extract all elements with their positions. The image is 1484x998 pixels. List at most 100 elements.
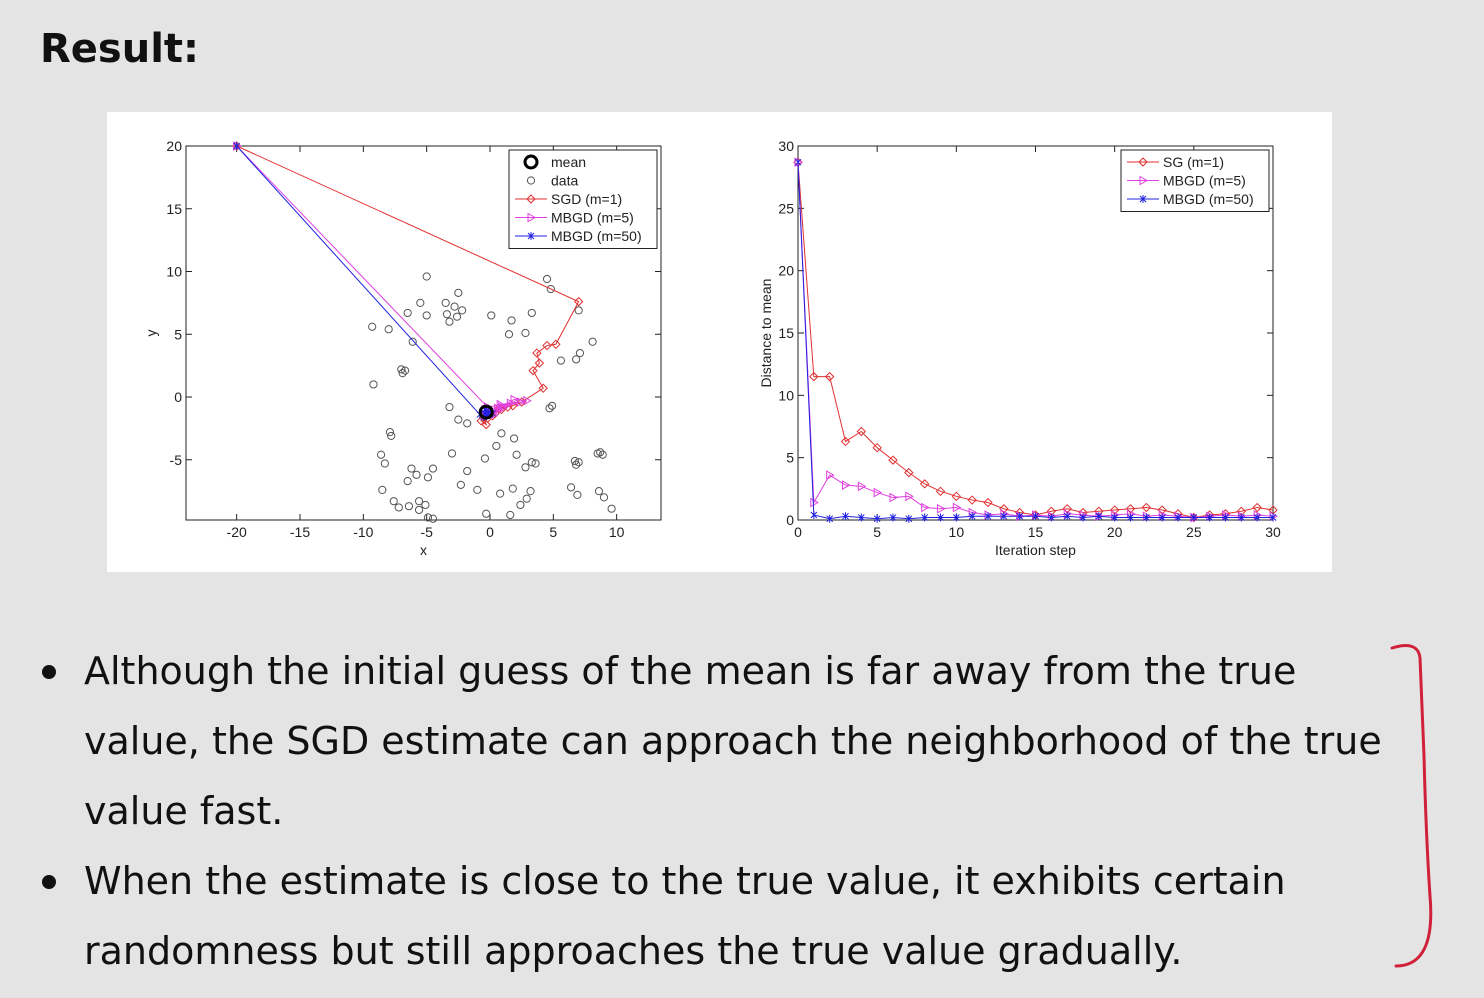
- data-point: [454, 288, 463, 297]
- series-marker: [873, 514, 881, 523]
- series-marker: [1079, 513, 1087, 522]
- series-marker: [532, 348, 542, 358]
- x-tick-label: -20: [227, 524, 247, 540]
- data-point: [408, 337, 417, 346]
- plot-right: 0 5 10 15 20 25 30 0 5 10 15 20 25 30 Iteration step Di…: [758, 138, 1281, 558]
- data-point: [512, 450, 521, 459]
- data-point: [376, 450, 386, 459]
- legend-marker: [526, 176, 536, 185]
- series-marker: [810, 497, 819, 508]
- series-layer: [231, 141, 616, 523]
- bullet-list: Although the initial guess of the mean i…: [40, 636, 1420, 986]
- series-marker: [1237, 513, 1245, 522]
- legend-label: MBGD (m=50): [1163, 191, 1254, 207]
- legend-marker: [1139, 175, 1149, 186]
- legend: SG (m=1) MBGD (m=5) MBGD (m=50): [1120, 149, 1270, 212]
- y-tick-label: 5: [786, 450, 794, 466]
- x-tick-label: 10: [609, 524, 625, 540]
- bracket-stroke: [1390, 644, 1433, 968]
- data-point: [598, 450, 607, 459]
- slide-title: Result:: [40, 26, 200, 72]
- series-marker: [1127, 513, 1134, 522]
- data-point: [509, 434, 519, 443]
- series-marker: [904, 467, 914, 478]
- series-marker: [937, 503, 946, 514]
- data-point: [447, 449, 457, 458]
- bullet-text: When the estimate is close to the true v…: [84, 859, 1286, 973]
- series-marker: [937, 513, 944, 522]
- series-marker: [496, 399, 506, 410]
- series-marker: [921, 502, 930, 513]
- series-marker: [523, 395, 532, 406]
- data-point: [527, 458, 536, 467]
- data-point: [456, 480, 465, 489]
- series-marker: [233, 142, 241, 150]
- data-point: [507, 316, 516, 325]
- data-point: [394, 503, 403, 512]
- legend-label: SGD (m=1): [551, 191, 622, 207]
- y-tick-label: 20: [166, 138, 182, 154]
- y-tick-label: 30: [778, 138, 794, 154]
- data-point: [412, 470, 421, 479]
- legend-label: MBGD (m=5): [1163, 173, 1246, 189]
- x-tick-label: 30: [1265, 524, 1281, 540]
- data-point: [521, 328, 530, 338]
- data-point: [452, 312, 462, 321]
- data-point: [473, 485, 482, 494]
- series-marker: [1269, 513, 1277, 522]
- data-point: [531, 459, 540, 468]
- series-marker: [233, 141, 242, 151]
- series-marker: [889, 513, 897, 522]
- legend-marker: [526, 194, 536, 204]
- series-marker: [538, 383, 548, 393]
- plot-left: -20 -15 -10 -5 0 5 10 20 15 10 5 0 -5 x y mean data SGD (…: [143, 138, 662, 558]
- series-marker: [1222, 513, 1229, 522]
- data-point: [572, 460, 581, 469]
- x-axis-label: Iteration step: [995, 542, 1076, 558]
- series-marker: [905, 491, 914, 502]
- data-point: [572, 355, 581, 364]
- y-tick-label: 10: [166, 264, 182, 280]
- data-point: [422, 272, 431, 281]
- data-point: [482, 509, 491, 518]
- series-marker: [856, 426, 867, 437]
- bullet-dot: [42, 665, 56, 679]
- data-point: [492, 441, 501, 451]
- data-point: [575, 348, 585, 358]
- series-marker: [952, 513, 960, 522]
- data-point: [414, 505, 424, 515]
- series-marker: [842, 480, 851, 490]
- data-point: [389, 497, 398, 506]
- y-tick-label: 20: [778, 263, 794, 279]
- data-point: [380, 459, 389, 468]
- series-marker: [984, 512, 992, 521]
- data-point: [441, 298, 450, 307]
- bullet-item: Although the initial guess of the mean i…: [40, 636, 1420, 846]
- data-point: [401, 366, 410, 375]
- series-marker: [842, 512, 849, 521]
- bullet-dot: [42, 875, 56, 889]
- series-marker: [921, 513, 929, 522]
- y-tick-label: 5: [174, 326, 182, 342]
- series-marker: [1141, 502, 1152, 513]
- data-point: [384, 325, 393, 334]
- series-marker: [888, 455, 898, 465]
- data-point: [407, 464, 416, 473]
- y-tick-label: 25: [778, 200, 794, 216]
- series-mean: [478, 404, 494, 420]
- legend-label: MBGD (m=5): [551, 210, 634, 226]
- data-point: [404, 502, 414, 511]
- series-marker: [542, 340, 552, 351]
- data-point: [504, 330, 514, 339]
- x-tick-label: 5: [873, 524, 881, 540]
- data-point: [403, 476, 412, 486]
- series-marker: [1047, 513, 1055, 522]
- y-tick-label: 0: [786, 512, 794, 528]
- data-point: [397, 365, 406, 374]
- data-point: [516, 500, 525, 510]
- data-point: [547, 401, 557, 410]
- data-point: [378, 485, 387, 494]
- x-axis-label: x: [420, 542, 427, 558]
- series-marker: [478, 404, 494, 420]
- series-marker: [826, 514, 834, 523]
